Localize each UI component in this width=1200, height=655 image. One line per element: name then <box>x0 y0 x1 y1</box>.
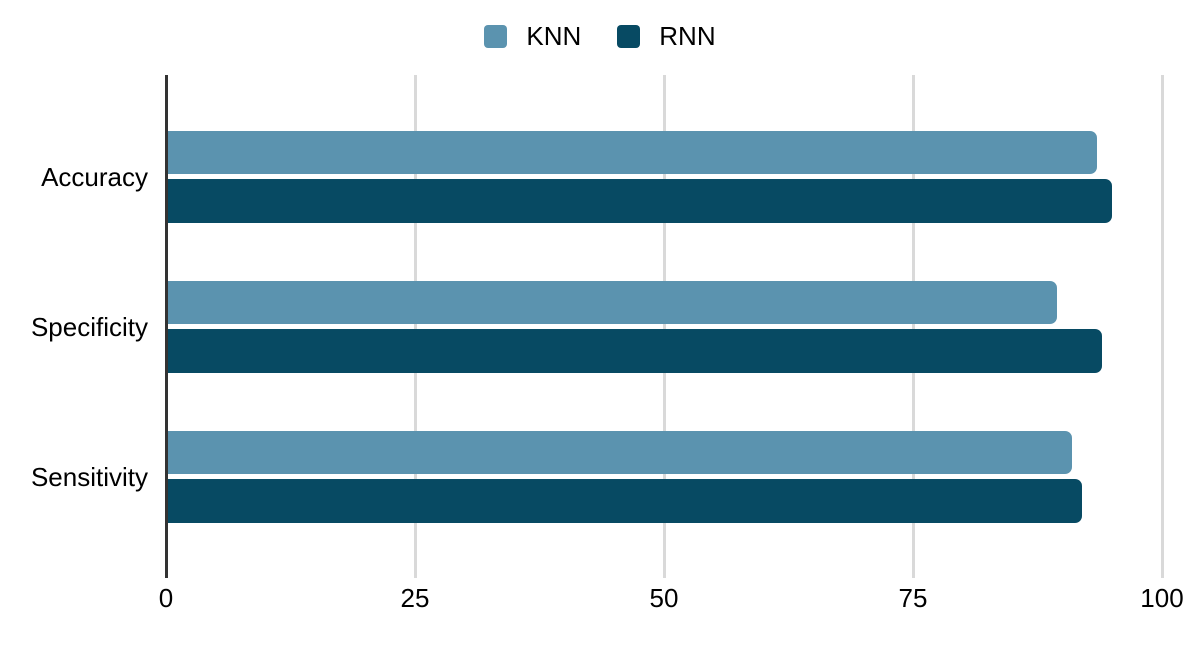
bar-accuracy-rnn <box>166 179 1113 223</box>
bar-specificity-knn <box>166 281 1058 324</box>
category-label-accuracy: Accuracy <box>41 162 148 192</box>
legend-item-rnn: RNN <box>617 21 716 51</box>
y-axis-line <box>164 75 168 578</box>
plot-area <box>164 75 1164 578</box>
x-tick-label-75: 75 <box>898 583 928 613</box>
gridline-75 <box>911 75 915 578</box>
bar-specificity-rnn <box>166 329 1103 373</box>
x-tick-label-25: 25 <box>400 583 430 613</box>
gridline-50 <box>662 75 666 578</box>
category-label-specificity: Specificity <box>30 312 148 342</box>
x-tick-label-50: 50 <box>649 583 679 613</box>
x-axis-tick-labels: 0 25 50 75 100 <box>159 583 1184 614</box>
bar-sensitivity-knn <box>166 431 1073 474</box>
legend-label: RNN <box>659 21 716 51</box>
x-tick-label-0: 0 <box>158 583 174 613</box>
gridline-100 <box>1160 75 1164 578</box>
bar-sensitivity-rnn <box>166 479 1083 523</box>
legend-swatch-rnn <box>617 24 641 48</box>
gridline-25 <box>413 75 417 578</box>
chart-legend: KNN RNN <box>0 23 1200 49</box>
bar-accuracy-knn <box>166 131 1098 174</box>
legend-swatch-knn <box>484 24 508 48</box>
legend-item-knn: KNN <box>484 23 581 49</box>
x-tick-label-100: 100 <box>1140 583 1184 613</box>
legend-label: KNN <box>526 21 582 51</box>
category-label-sensitivity: Sensitivity <box>30 462 148 492</box>
